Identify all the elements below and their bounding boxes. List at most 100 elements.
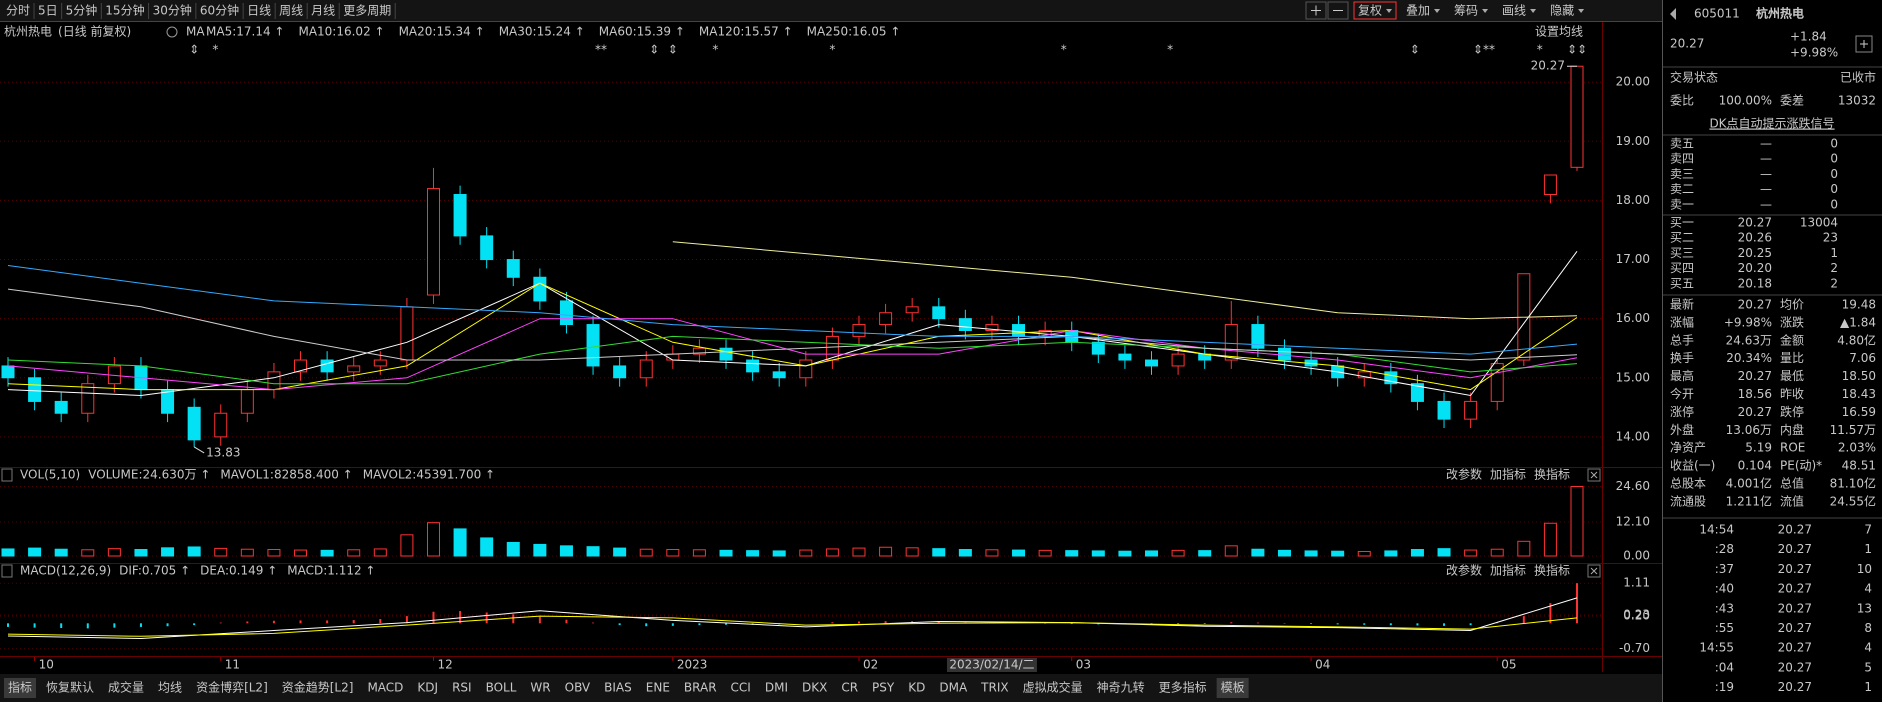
candle-body [480, 235, 494, 261]
event-marker[interactable]: ** [595, 43, 607, 57]
book-volume: 0 [1830, 137, 1838, 151]
stat-value: +9.98% [1724, 315, 1772, 329]
indicator-tab[interactable]: 均线 [158, 681, 182, 695]
event-marker[interactable]: ⇕ [668, 43, 678, 57]
volume-bar [1304, 550, 1318, 557]
event-marker[interactable]: ⇕⇕ [1567, 43, 1587, 57]
panel-action[interactable]: 加指标 [1490, 467, 1526, 482]
trade-price: 20.27 [1778, 562, 1812, 576]
candle-body [1145, 359, 1159, 367]
toolbar-button[interactable]: 画线 [1502, 4, 1526, 18]
toolbar-button[interactable]: 隐藏 [1550, 4, 1574, 18]
event-marker[interactable]: * [212, 43, 218, 57]
indicator-tab[interactable]: OBV [565, 681, 591, 695]
y-tick-label: 15.00 [1616, 370, 1650, 384]
event-marker[interactable]: * [1061, 43, 1067, 57]
period-tab[interactable]: 月线 [311, 4, 335, 18]
legend-entry: DEA:0.149 ↑ [200, 564, 277, 578]
panel-action[interactable]: 换指标 [1534, 467, 1570, 482]
period-tab[interactable]: 日线 [247, 4, 271, 18]
trade-time: :40 [1715, 582, 1734, 596]
indicator-tab[interactable]: PSY [872, 681, 895, 695]
indicator-tab[interactable]: CCI [731, 681, 751, 695]
book-price: — [1760, 182, 1772, 196]
period-tab[interactable]: 5日 [38, 4, 58, 18]
period-tab[interactable]: 30分钟 [153, 3, 192, 18]
event-marker[interactable]: ⇕** [1473, 43, 1495, 57]
indicator-tab[interactable]: TRIX [980, 681, 1008, 695]
volume-bar [426, 522, 440, 557]
legend-entry: MA10:16.02 ↑ [298, 25, 384, 39]
zoom-in[interactable] [1305, 1, 1327, 20]
event-marker[interactable]: ⇕ [189, 43, 199, 57]
indicator-tab[interactable]: WR [530, 681, 550, 695]
stat-value: 2.03% [1838, 441, 1876, 455]
indicator-tab[interactable]: 模板 [1221, 681, 1245, 695]
event-marker[interactable]: * [829, 43, 835, 57]
indicator-tab[interactable]: CR [841, 681, 858, 695]
indicator-tab[interactable]: DMI [765, 681, 788, 695]
period-tab[interactable]: 周线 [279, 4, 303, 18]
event-marker[interactable]: * [1537, 43, 1543, 57]
indicator-tab[interactable]: 资金博弈[L2] [196, 680, 268, 695]
event-marker[interactable]: ⇕ [1410, 43, 1420, 57]
panel-action[interactable]: 换指标 [1534, 563, 1570, 578]
indicator-tab[interactable]: BIAS [604, 681, 632, 695]
book-price: 20.20 [1738, 261, 1772, 275]
period-tab[interactable]: 更多周期 [343, 4, 391, 18]
candle-body [1224, 324, 1238, 361]
indicator-tab[interactable]: DMA [939, 681, 968, 695]
period-tab[interactable]: 5分钟 [66, 3, 98, 18]
candle-body [1543, 174, 1557, 196]
indicator-tab[interactable]: MACD [367, 681, 403, 695]
indicator-tab[interactable]: DKX [802, 681, 827, 695]
zoom-buttons[interactable] [1305, 1, 1349, 20]
indicator-tab[interactable]: KDJ [417, 681, 438, 695]
candle-body [81, 383, 95, 414]
indicator-tab[interactable]: 成交量 [108, 680, 144, 695]
indicator-tab[interactable]: 神奇九转 [1097, 680, 1145, 695]
panel-action[interactable]: 加指标 [1490, 563, 1526, 578]
indicator-tab[interactable]: 更多指标 [1159, 680, 1207, 695]
indicator-tab[interactable]: BRAR [684, 681, 717, 695]
event-marker[interactable]: * [712, 43, 718, 57]
bottom-bar [0, 674, 1662, 702]
add-button[interactable] [1855, 35, 1873, 53]
period-tab[interactable]: 60分钟 [200, 3, 239, 18]
indicator-tab[interactable]: KD [908, 681, 925, 695]
zoom-out[interactable] [1327, 1, 1349, 20]
indicator-tab[interactable]: 资金趋势[L2] [282, 680, 354, 695]
help-box[interactable] [1, 564, 13, 578]
period-tab[interactable]: 15分钟 [105, 3, 144, 18]
legend-entry: VOLUME:24.630万 ↑ [88, 468, 210, 482]
candle-body [1118, 353, 1132, 361]
indicator-tab[interactable]: RSI [452, 681, 472, 695]
indicator-tab[interactable]: 虚拟成交量 [1023, 680, 1083, 695]
indicator-tab[interactable]: 指标 [8, 680, 32, 695]
toolbar-button[interactable]: 复权 [1358, 4, 1382, 18]
back-arrow[interactable] [1670, 8, 1676, 20]
signal-link[interactable]: DK点自动提示涨跌信号 [1709, 116, 1834, 131]
book-price: — [1760, 167, 1772, 181]
event-marker[interactable]: * [1167, 43, 1173, 57]
indicator-tab[interactable]: BOLL [486, 681, 517, 695]
indicator-tab[interactable]: ENE [646, 681, 670, 695]
stat-label: 最新 [1670, 297, 1694, 312]
settings-gear[interactable] [166, 26, 178, 38]
settings-label[interactable]: 设置均线 [1535, 25, 1583, 39]
event-marker[interactable]: ⇕ [649, 43, 659, 57]
stat-value: 18.50 [1842, 369, 1876, 383]
help-box[interactable] [1, 468, 13, 482]
stat-value: 18.56 [1738, 387, 1772, 401]
legend-entry: MA30:15.24 ↑ [499, 25, 585, 39]
toolbar-button[interactable]: 筹码 [1454, 4, 1478, 18]
volume-bar [639, 548, 653, 557]
panel-action[interactable]: 改参数 [1446, 563, 1482, 578]
close-box[interactable] [1587, 564, 1601, 578]
period-tab[interactable]: 分时 [6, 4, 30, 18]
close-box[interactable] [1587, 468, 1601, 482]
indicator-tab[interactable]: 恢复默认 [46, 680, 94, 695]
label: 委比 [1670, 94, 1694, 108]
panel-action[interactable]: 改参数 [1446, 467, 1482, 482]
toolbar-button[interactable]: 叠加 [1406, 4, 1430, 18]
